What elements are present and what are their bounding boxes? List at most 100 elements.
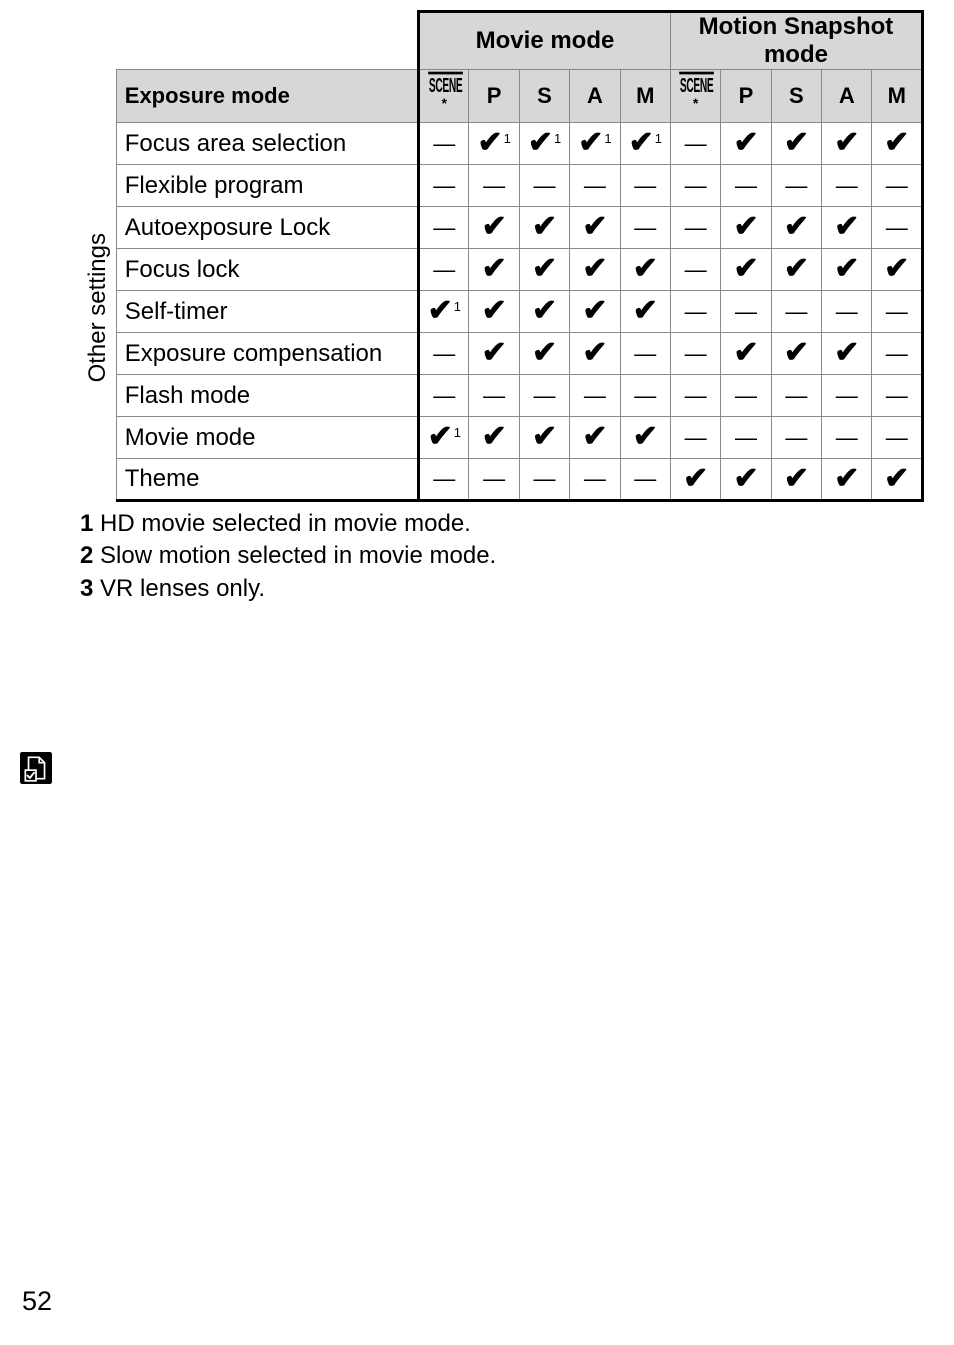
cell: ✔ — [771, 333, 821, 375]
table-row: Autoexposure Lock—✔✔✔——✔✔✔— — [80, 207, 923, 249]
footnote-1: 1 HD movie selected in movie mode. — [80, 508, 924, 540]
cell: — — [419, 165, 469, 207]
cell: ✔ — [620, 249, 670, 291]
cell: ✔ — [721, 207, 771, 249]
cell: — — [419, 333, 469, 375]
footnote-3: 3 VR lenses only. — [80, 573, 924, 605]
row-label: Autoexposure Lock — [116, 207, 418, 249]
cell: ✔ — [822, 333, 872, 375]
cell: ✔ — [721, 249, 771, 291]
cell: ✔ — [872, 249, 923, 291]
cell: — — [419, 207, 469, 249]
cell: — — [419, 249, 469, 291]
cell: ✔ — [469, 333, 519, 375]
table-row: Theme—————✔✔✔✔✔ — [80, 459, 923, 501]
cell: ✔ — [519, 291, 569, 333]
page-number: 52 — [22, 1286, 52, 1317]
cell: ✔ — [469, 291, 519, 333]
cell: ✔ — [469, 207, 519, 249]
cell: ✔ — [519, 333, 569, 375]
cell: — — [570, 165, 620, 207]
group-header-movie: Movie mode — [419, 12, 671, 70]
group-header-row: Movie mode Motion Snapshot mode — [80, 12, 923, 70]
footnote-2: 2 Slow motion selected in movie mode. — [80, 540, 924, 572]
row-label: Exposure compensation — [116, 333, 418, 375]
cell: ✔1 — [419, 291, 469, 333]
table-row: Movie mode✔1✔✔✔✔————— — [80, 417, 923, 459]
cell: — — [519, 165, 569, 207]
cell: ✔ — [771, 249, 821, 291]
section-label: Other settings — [80, 123, 116, 501]
cell: — — [469, 459, 519, 501]
cell: — — [670, 333, 720, 375]
cell: ✔ — [721, 123, 771, 165]
cell: — — [771, 375, 821, 417]
cell: — — [771, 291, 821, 333]
col-s-2: S — [771, 70, 821, 123]
cell: — — [872, 333, 923, 375]
cell: — — [721, 417, 771, 459]
cell: — — [771, 165, 821, 207]
cell: — — [822, 165, 872, 207]
row-label: Focus lock — [116, 249, 418, 291]
cell: — — [872, 417, 923, 459]
cell: ✔ — [519, 249, 569, 291]
cell: ✔ — [872, 123, 923, 165]
col-p-2: P — [721, 70, 771, 123]
cell: — — [570, 375, 620, 417]
page: Movie mode Motion Snapshot mode Exposure… — [0, 0, 954, 1345]
cell: — — [670, 375, 720, 417]
cell: — — [419, 459, 469, 501]
cell: — — [469, 375, 519, 417]
table-row: Flexible program—————————— — [80, 165, 923, 207]
cell: — — [620, 333, 670, 375]
cell: — — [469, 165, 519, 207]
cell: — — [670, 417, 720, 459]
col-scene-1: SCENE* — [419, 70, 469, 123]
cell: — — [419, 123, 469, 165]
table-row: Self-timer✔1✔✔✔✔————— — [80, 291, 923, 333]
cell: — — [620, 207, 670, 249]
cell: ✔ — [670, 459, 720, 501]
cell: — — [872, 291, 923, 333]
cell: — — [670, 123, 720, 165]
exposure-mode-row: Exposure mode SCENE* P S A M SCENE* P S … — [80, 70, 923, 123]
exposure-mode-label: Exposure mode — [116, 70, 418, 123]
settings-table: Movie mode Motion Snapshot mode Exposure… — [80, 10, 924, 502]
row-label: Flexible program — [116, 165, 418, 207]
cell: — — [519, 375, 569, 417]
cell: ✔ — [822, 459, 872, 501]
cell: ✔ — [570, 291, 620, 333]
cell: ✔ — [620, 291, 670, 333]
cell: ✔ — [570, 249, 620, 291]
cell: ✔ — [822, 249, 872, 291]
cell: ✔ — [469, 249, 519, 291]
col-a-2: A — [822, 70, 872, 123]
group-header-motion: Motion Snapshot mode — [670, 12, 922, 70]
cell: ✔1 — [570, 123, 620, 165]
cell: — — [721, 165, 771, 207]
cell: — — [620, 459, 670, 501]
row-label: Flash mode — [116, 375, 418, 417]
cell: ✔ — [771, 459, 821, 501]
col-m-2: M — [872, 70, 923, 123]
cell: ✔ — [822, 123, 872, 165]
col-m-1: M — [620, 70, 670, 123]
cell: ✔1 — [519, 123, 569, 165]
row-label: Movie mode — [116, 417, 418, 459]
cell: — — [519, 459, 569, 501]
cell: ✔ — [519, 207, 569, 249]
cell: — — [872, 375, 923, 417]
cell: — — [872, 165, 923, 207]
cell: ✔ — [721, 459, 771, 501]
cell: ✔1 — [469, 123, 519, 165]
cell: — — [670, 165, 720, 207]
table-row: Other settingsFocus area selection—✔1✔1✔… — [80, 123, 923, 165]
cell: ✔ — [872, 459, 923, 501]
cell: — — [419, 375, 469, 417]
cell: — — [872, 207, 923, 249]
cell: — — [620, 375, 670, 417]
row-label: Self-timer — [116, 291, 418, 333]
cell: — — [721, 291, 771, 333]
section-icon — [20, 752, 56, 788]
